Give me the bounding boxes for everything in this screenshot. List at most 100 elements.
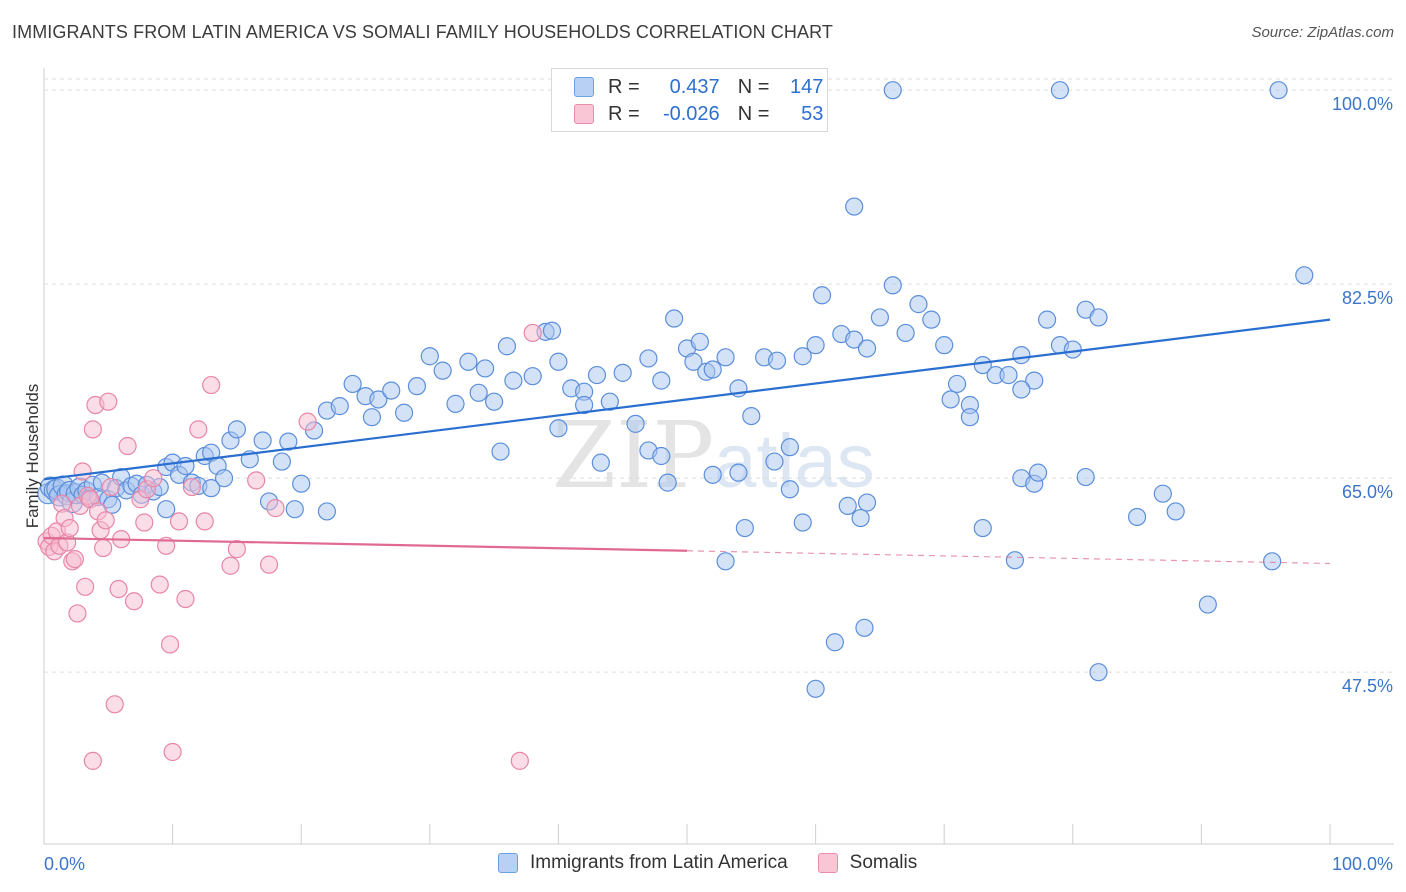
data-point [883,81,902,100]
data-point [491,442,510,461]
legend-item-latin-america[interactable]: Immigrants from Latin America [498,852,788,874]
n-label: N = [737,75,770,98]
data-point [118,436,137,456]
pink-swatch-icon [574,104,594,124]
data-point [150,575,169,594]
data-point [317,502,337,521]
data-point [780,438,799,457]
legend-label: Somalis [849,852,918,873]
data-point [504,371,523,390]
data-point [60,518,79,538]
y-tick-label: 82.5% [1342,288,1393,308]
data-point [266,499,285,518]
data-point [157,500,176,519]
data-point [1089,308,1108,327]
data-point [135,513,154,532]
legend-label: Immigrants from Latin America [530,852,788,873]
chart-title: IMMIGRANTS FROM LATIN AMERICA VS SOMALI … [12,22,833,42]
data-point [1263,552,1282,571]
x-tick-label: 100.0% [1332,854,1393,874]
series-legend: Immigrants from Latin America Somalis [498,852,947,874]
data-point [1012,380,1031,399]
n-label: N = [737,102,770,125]
series-somalis [37,323,542,770]
data-point [469,383,488,402]
source-label: Source: ZipAtlas.com [1251,24,1394,41]
data-point [870,308,890,327]
data-point [851,508,870,528]
data-point [1089,663,1108,682]
data-point [780,480,799,499]
data-point [935,336,954,355]
data-point [542,321,562,340]
data-point [1005,551,1025,570]
data-point [947,374,967,394]
data-point [1037,310,1057,329]
data-point [613,363,632,382]
data-point [806,679,825,698]
stats-legend: R = 0.437 N = 147 R = -0.026 N = 53 [551,68,828,132]
data-point [169,512,189,531]
data-point [214,469,234,488]
data-point [176,589,195,609]
data-point [716,348,735,367]
data-point [1269,81,1288,100]
data-point [973,355,992,375]
data-point [729,463,748,482]
data-point [83,751,102,770]
data-point [855,618,874,637]
data-point [227,540,246,559]
data-point [407,377,427,396]
data-point [825,633,844,652]
data-point [96,511,115,530]
data-point [202,479,221,498]
data-point [639,349,658,368]
blue-swatch-icon [574,77,594,97]
r-value: 0.437 [669,75,720,98]
data-point [446,394,465,413]
data-point [735,518,754,538]
legend-item-somalis[interactable]: Somalis [817,852,918,874]
data-point [549,352,568,371]
r-label: R = [608,75,640,98]
data-point [394,403,414,422]
data-point [510,751,529,770]
data-point [73,462,92,481]
data-point [94,538,113,558]
data-point [68,604,87,623]
data-point [857,493,877,512]
y-tick-label: 47.5% [1342,676,1393,696]
data-point [1050,81,1070,100]
data-point [279,432,298,451]
data-point [202,375,221,395]
data-point [742,406,761,426]
data-point [626,414,645,433]
data-point [1127,507,1147,527]
data-point [909,295,928,314]
data-point [144,469,163,488]
data-point [684,352,703,371]
data-point [690,332,709,351]
data-point [857,339,877,358]
data-point [1153,484,1172,503]
data-point [806,336,825,355]
data-point [922,310,941,329]
data-point [523,323,542,343]
data-point [99,392,118,411]
data-point [1295,266,1314,285]
data-point [227,420,246,439]
trend-line-somalis [43,536,688,552]
data-point [523,367,542,386]
data-point [497,337,517,356]
y-axis-title: Family Households [23,383,42,529]
data-point [420,347,439,366]
data-point [109,579,128,599]
data-point [999,365,1018,385]
data-point [896,323,915,343]
data-point [475,359,495,378]
trend-line-latin-america [43,318,1331,481]
data-point [793,513,812,532]
data-point [292,474,311,493]
data-point [76,577,95,596]
